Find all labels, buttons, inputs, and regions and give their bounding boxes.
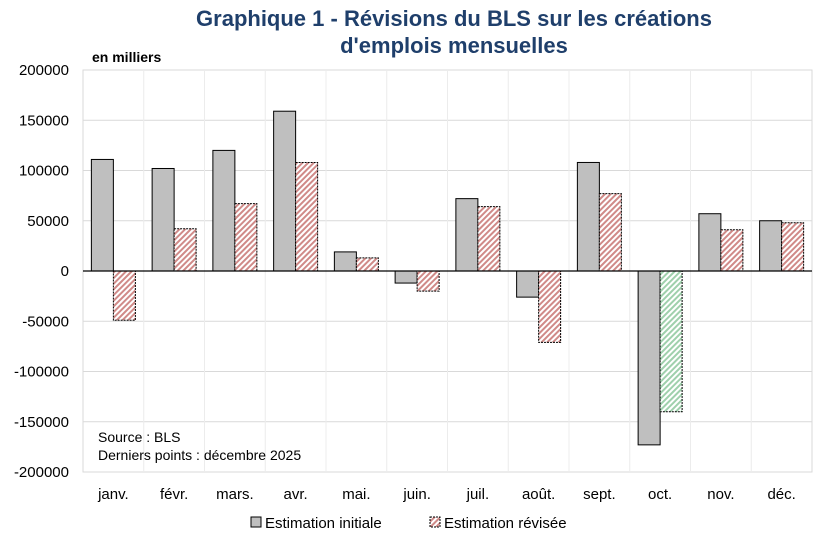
x-tick-label: nov.	[707, 486, 734, 503]
y-tick-label: 0	[61, 263, 69, 280]
legend-swatch-initial	[250, 516, 262, 528]
x-tick-label: juin.	[402, 486, 431, 503]
x-tick-label: mars.	[216, 486, 254, 503]
y-tick-label: 50000	[27, 213, 69, 230]
bar-initial	[637, 270, 661, 446]
bar-revised	[112, 270, 136, 321]
bar-initial	[212, 149, 236, 272]
y-tick-label: 150000	[19, 112, 69, 129]
legend: Estimation initiale Estimation révisée	[250, 515, 567, 532]
bar-revised	[781, 222, 805, 272]
last-points-note: Derniers points : décembre 2025	[98, 447, 301, 463]
bar-revised	[173, 228, 197, 272]
x-tick-label: août.	[522, 486, 555, 503]
legend-label-revised: Estimation révisée	[444, 515, 567, 532]
source-note: Source : BLS	[98, 429, 181, 445]
x-tick-label: sept.	[583, 486, 616, 503]
y-axis-unit: en milliers	[92, 49, 161, 65]
bar-initial	[151, 167, 175, 272]
bar-initial	[516, 270, 540, 298]
y-tick-label: -50000	[22, 313, 69, 330]
chart-title-line-2: d'emplois mensuelles	[340, 33, 568, 58]
bar-initial	[455, 198, 479, 272]
x-tick-label: mai.	[342, 486, 370, 503]
bar-initial	[273, 110, 297, 272]
bar-revised	[355, 257, 379, 272]
x-tick-label: avr.	[284, 486, 308, 503]
bar-initial	[90, 158, 114, 272]
bar-initial	[576, 161, 600, 272]
bar-initial	[759, 220, 783, 272]
y-tick-label: 200000	[19, 62, 69, 79]
bar-revised	[234, 203, 258, 272]
x-tick-label: oct.	[648, 486, 672, 503]
bar-revised	[538, 270, 562, 343]
y-tick-label: -100000	[14, 364, 69, 381]
x-tick-label: févr.	[160, 486, 188, 503]
y-tick-label: -150000	[14, 414, 69, 431]
bar-initial	[394, 270, 418, 284]
bar-revised	[295, 161, 319, 272]
bar-revised	[598, 193, 622, 272]
bar-revised	[720, 229, 744, 272]
bar-revised	[416, 270, 440, 292]
bar-initial	[698, 213, 722, 272]
x-tick-label: déc.	[767, 486, 795, 503]
legend-swatch-revised	[429, 516, 441, 528]
bar-initial	[333, 251, 357, 272]
legend-label-initial: Estimation initiale	[265, 515, 382, 532]
chart-title-line-1: Graphique 1 - Révisions du BLS sur les c…	[196, 6, 712, 31]
x-tick-label: janv.	[97, 486, 129, 503]
y-tick-label: 100000	[19, 163, 69, 180]
x-tick-label: juil.	[466, 486, 490, 503]
bar-revised	[477, 206, 501, 272]
y-tick-label: -200000	[14, 464, 69, 481]
bar-revised	[659, 270, 683, 413]
